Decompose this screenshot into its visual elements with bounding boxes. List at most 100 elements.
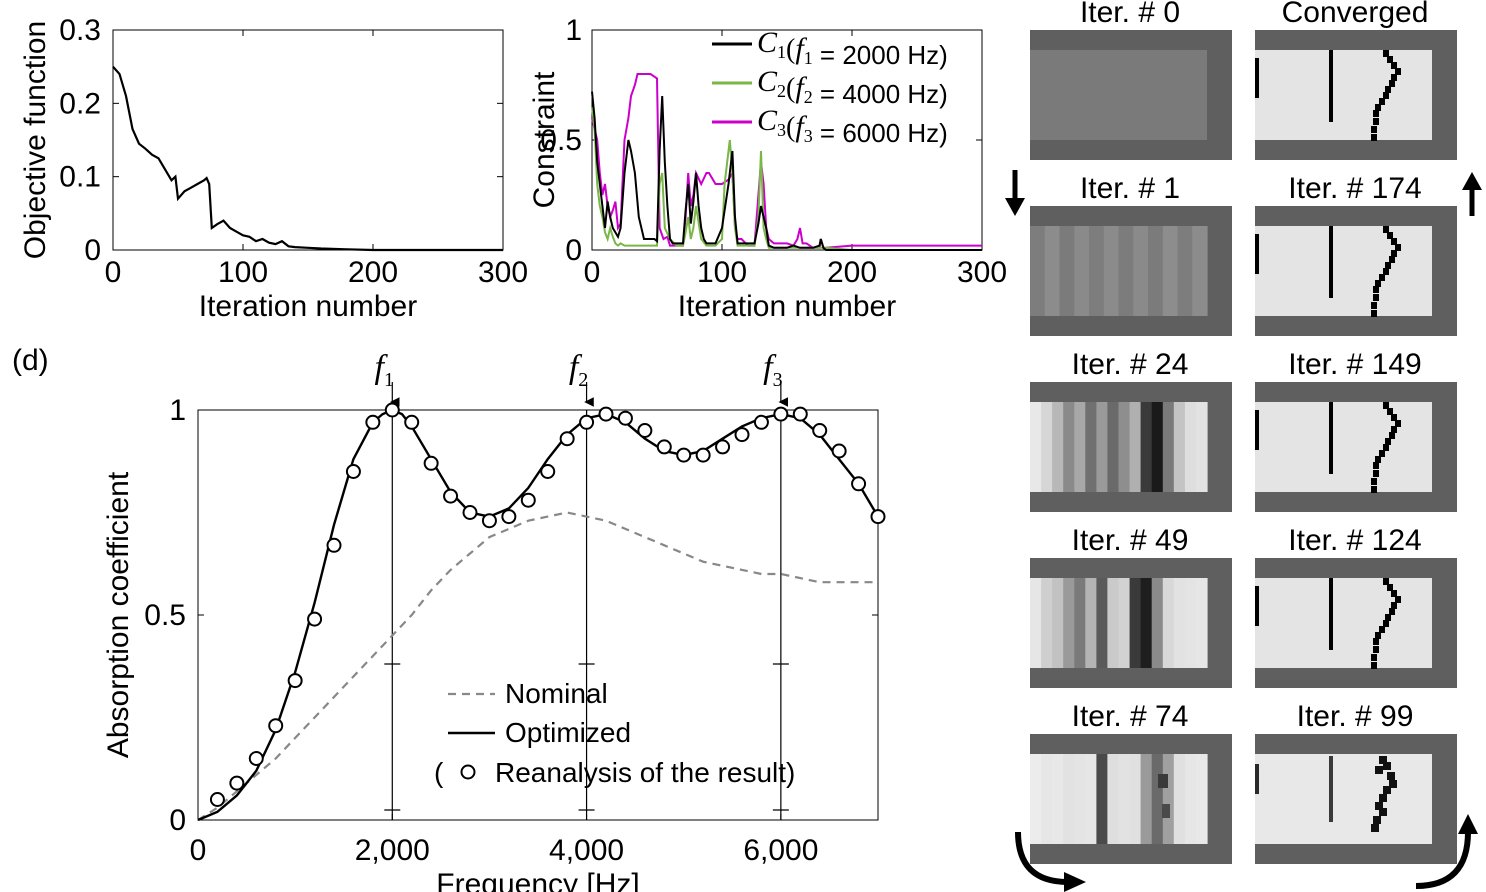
design-cell — [1385, 86, 1391, 93]
design-cell — [1371, 662, 1377, 669]
design-panel-title: Iter. # 174 — [1288, 172, 1421, 205]
design-cell — [1379, 794, 1387, 802]
design-cell — [1030, 754, 1042, 844]
design-cell — [1063, 402, 1075, 492]
design-cell — [1059, 226, 1075, 316]
design-cell — [1379, 450, 1385, 457]
design-cell — [1375, 766, 1383, 774]
design-cell — [1184, 402, 1197, 492]
design-cell — [1373, 462, 1379, 469]
design-cell — [1096, 754, 1109, 844]
design-cell — [1173, 578, 1186, 668]
design-cell — [1162, 754, 1175, 844]
reanalysis-point — [287, 673, 303, 689]
legend-entry: C2(f2 = 4000 Hz) — [757, 65, 948, 109]
reanalysis-point — [501, 509, 517, 525]
design-cell — [1195, 578, 1208, 668]
design-cell — [1387, 772, 1395, 780]
design-domain — [1255, 50, 1432, 140]
design-cell — [1329, 578, 1333, 650]
design-cell — [1151, 754, 1164, 844]
reanalysis-point — [481, 513, 497, 529]
x-tick-label: 300 — [478, 256, 528, 289]
objective-function-chart: 0 100 200 300 0 0.1 0.2 0.3 Iteration number Obje… — [19, 14, 528, 323]
design-cell — [1052, 402, 1064, 492]
design-cell — [1074, 754, 1086, 844]
design-cell — [1173, 754, 1186, 844]
design-cell — [1074, 578, 1086, 668]
reanalysis-point — [384, 402, 400, 418]
design-cell — [1158, 774, 1168, 788]
design-cell — [1391, 62, 1397, 69]
design-panel-title: Iter. # 24 — [1072, 348, 1189, 381]
design-cell — [1041, 402, 1053, 492]
design-cell — [1383, 92, 1389, 99]
design-cell — [1383, 268, 1389, 275]
reanalysis-point — [248, 751, 264, 766]
x-tick-label: 300 — [957, 256, 1007, 289]
design-domain — [1030, 50, 1207, 140]
design-cell — [1391, 238, 1397, 245]
design-cell — [1255, 58, 1259, 98]
design-cell — [1375, 632, 1381, 639]
design-cell — [1255, 586, 1259, 626]
design-cell — [1140, 754, 1153, 844]
design-cell — [1389, 432, 1395, 439]
design-cell — [1383, 762, 1391, 770]
design-cell — [1140, 402, 1153, 492]
design-cell — [1074, 402, 1086, 492]
design-cell — [1379, 808, 1387, 816]
design-panel-title: Iter. # 149 — [1288, 348, 1421, 381]
y-axis-label: Absorption coefficient — [102, 471, 135, 758]
x-axis-label: Iteration number — [678, 290, 896, 323]
design-cell — [1030, 226, 1046, 316]
design-cell — [1391, 74, 1397, 81]
design-cell — [1107, 402, 1120, 492]
design-domain — [1255, 754, 1432, 844]
reanalysis-point — [540, 464, 556, 479]
legend-entry: C1(f1 = 2000 Hz) — [757, 26, 948, 70]
design-cell — [1085, 402, 1097, 492]
design-cell — [1391, 426, 1397, 433]
frequency-marker-label: f2 — [569, 349, 588, 391]
reanalysis-point — [345, 464, 361, 479]
design-cell — [1107, 578, 1120, 668]
curved-arrow-up-icon-head — [1458, 814, 1478, 834]
design-cell — [1329, 756, 1333, 822]
design-cell — [1385, 262, 1391, 269]
design-cell — [1329, 402, 1333, 474]
design-cell — [1383, 786, 1391, 794]
design-cell — [1379, 626, 1385, 633]
design-cell — [1063, 578, 1075, 668]
design-cell — [1329, 50, 1333, 122]
legend-paren: ( — [434, 757, 444, 788]
panel-label: (d) — [12, 344, 49, 377]
design-cell — [1148, 226, 1164, 316]
legend-reanalysis-label: Reanalysis of the result) — [495, 757, 795, 788]
design-cell — [1391, 590, 1397, 597]
design-cell — [1177, 226, 1193, 316]
reanalysis-point — [851, 476, 867, 492]
y-tick-label: 0.5 — [144, 599, 186, 632]
y-tick-label: 1 — [169, 394, 186, 427]
x-tick-label: 0 — [190, 834, 207, 867]
design-cell — [1162, 226, 1179, 316]
reanalysis-point — [462, 505, 478, 520]
design-cell — [1162, 402, 1175, 492]
design-cell — [1085, 754, 1097, 844]
reanalysis-point — [656, 439, 672, 455]
design-cell — [1373, 638, 1379, 645]
design-panel-title: Iter. # 99 — [1297, 700, 1414, 733]
y-tick-label: 0 — [84, 234, 101, 267]
design-cell — [1387, 232, 1393, 239]
reanalysis-point — [812, 423, 828, 438]
design-cell — [1129, 754, 1142, 844]
design-cell — [1129, 578, 1142, 668]
curved-arrow-icon — [1015, 831, 1069, 885]
legend-nominal-label: Nominal — [505, 678, 608, 709]
design-cell — [1373, 118, 1379, 125]
design-cell — [1162, 578, 1175, 668]
design-cell — [1389, 256, 1395, 263]
plot-frame — [112, 29, 504, 251]
design-cell — [1074, 226, 1090, 316]
